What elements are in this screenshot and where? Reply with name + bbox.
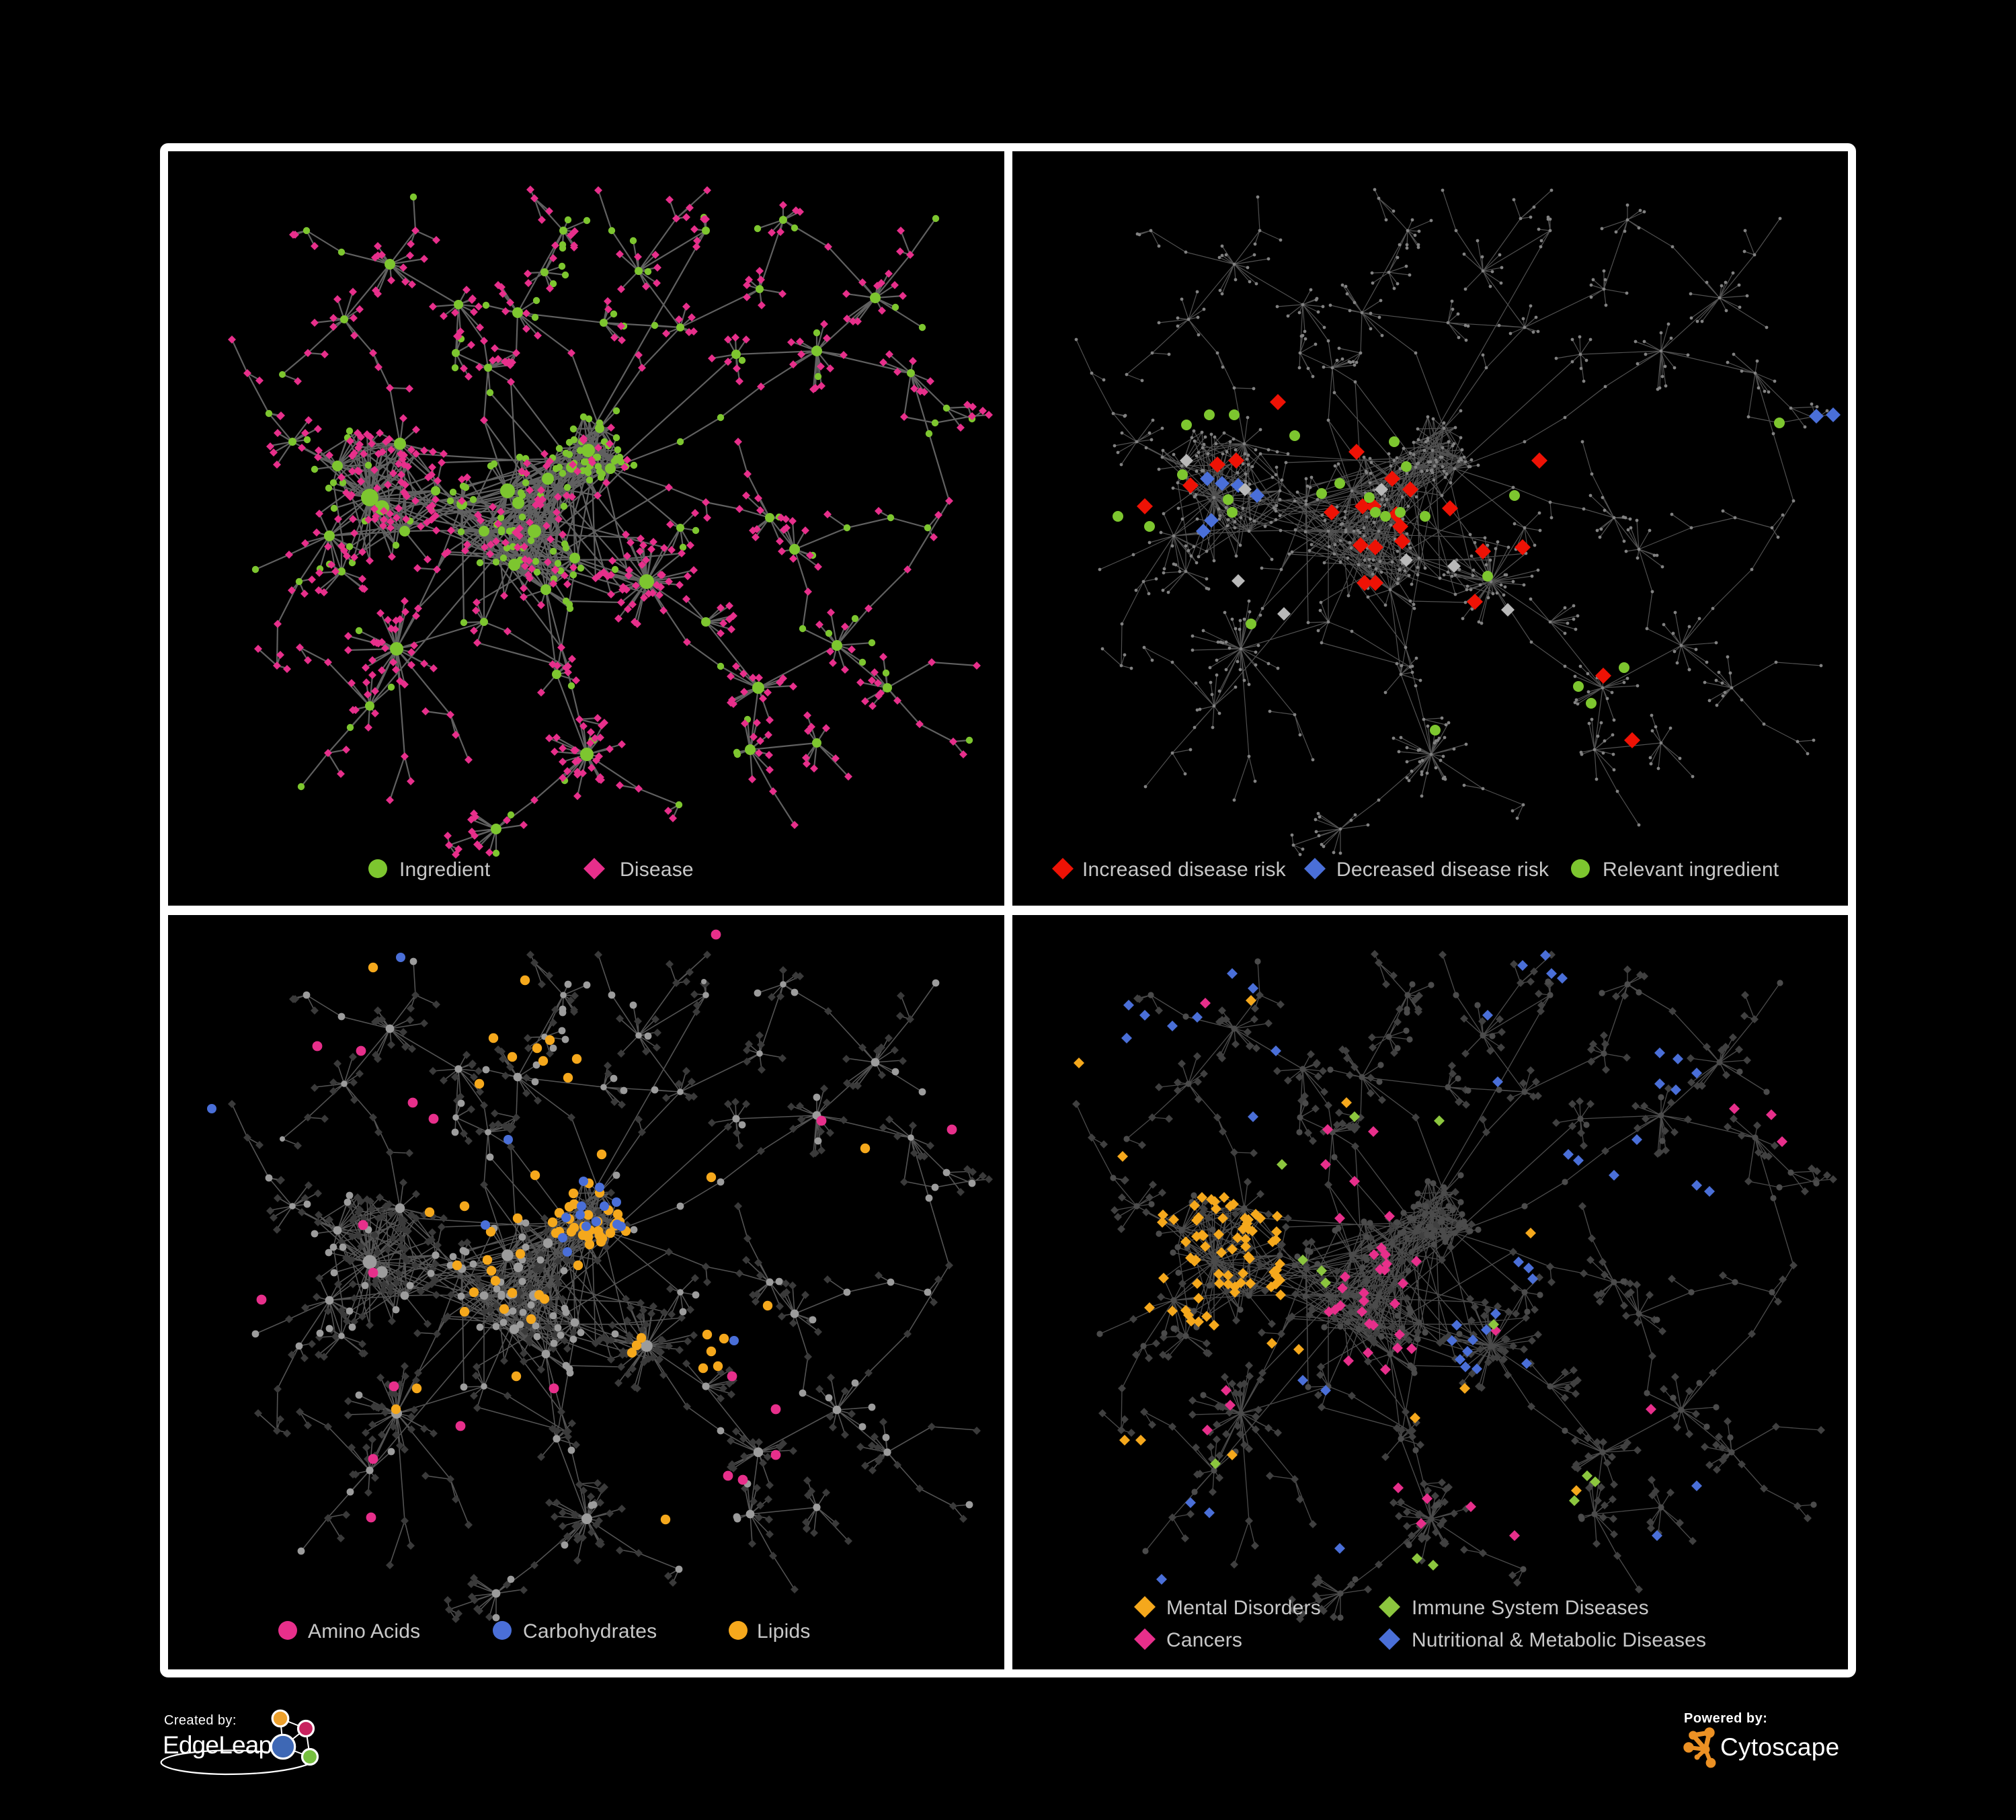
svg-text:Cytoscape: Cytoscape <box>1720 1733 1840 1761</box>
svg-text:Amino Acids: Amino Acids <box>308 1620 420 1643</box>
svg-text:Immune System Diseases: Immune System Diseases <box>1412 1597 1649 1619</box>
svg-text:Ingredient: Ingredient <box>399 859 491 881</box>
svg-text:Mental Disorders: Mental Disorders <box>1166 1597 1321 1619</box>
svg-text:Decreased disease risk: Decreased disease risk <box>1336 859 1549 881</box>
svg-text:Created by:: Created by: <box>164 1713 237 1728</box>
svg-text:Relevant ingredient: Relevant ingredient <box>1603 859 1779 881</box>
svg-text:Carbohydrates: Carbohydrates <box>523 1620 657 1643</box>
svg-text:Powered by:: Powered by: <box>1684 1711 1767 1726</box>
svg-text:Cancers: Cancers <box>1166 1629 1242 1651</box>
svg-text:Increased disease risk: Increased disease risk <box>1082 859 1287 881</box>
svg-text:Nutritional & Metabolic Diseas: Nutritional & Metabolic Diseases <box>1412 1629 1706 1651</box>
svg-text:Disease: Disease <box>620 859 694 881</box>
svg-text:Lipids: Lipids <box>757 1620 811 1643</box>
